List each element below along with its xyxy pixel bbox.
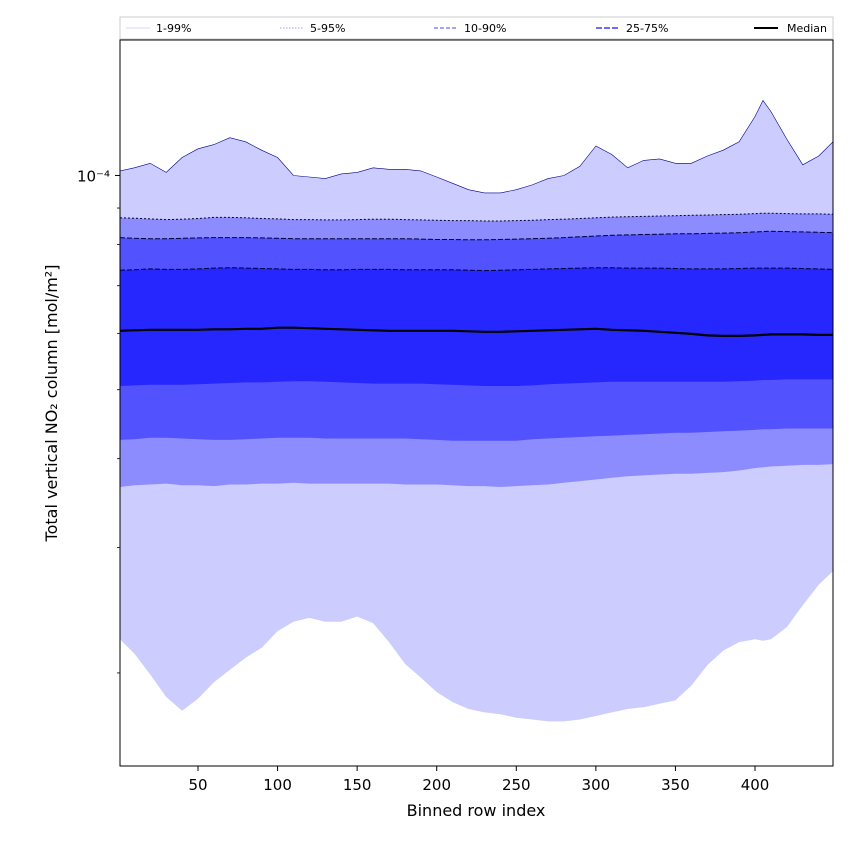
x-tick-label: 350 xyxy=(661,776,690,794)
band-5-95-upper-line xyxy=(120,212,833,222)
x-tick-label: 100 xyxy=(263,776,292,794)
legend-label: 10-90% xyxy=(464,22,506,35)
band-1-99-upper-line xyxy=(120,99,833,194)
y-tick-label: 10⁻⁴ xyxy=(77,167,110,185)
legend-label: 1-99% xyxy=(156,22,191,35)
x-axis-label: Binned row index xyxy=(407,801,546,820)
y-axis-label: Total vertical NO₂ column [mol/m²] xyxy=(42,265,61,543)
legend-label: Median xyxy=(787,22,827,35)
plot-frame xyxy=(119,39,834,767)
legend-label: 25-75% xyxy=(626,22,668,35)
legend-box xyxy=(119,16,834,40)
band-10-90-upper-line xyxy=(120,230,833,241)
median-line xyxy=(120,326,833,337)
x-axis: 50 100 150 200 250 300 350 400 xyxy=(188,766,769,794)
legend-label: 5-95% xyxy=(310,22,345,35)
plot-area xyxy=(120,99,833,722)
x-tick-label: 250 xyxy=(502,776,531,794)
band-25-75 xyxy=(120,267,833,386)
x-tick-label: 150 xyxy=(343,776,372,794)
band-25-75-upper-line xyxy=(120,267,833,272)
x-tick-label: 200 xyxy=(422,776,451,794)
x-tick-label: 50 xyxy=(188,776,207,794)
y-axis: 10⁻⁴ xyxy=(77,167,120,674)
x-tick-label: 300 xyxy=(582,776,611,794)
x-tick-label: 400 xyxy=(741,776,770,794)
legend: 1-99% 5-95% 10-90% 25-75% Median xyxy=(119,16,834,40)
